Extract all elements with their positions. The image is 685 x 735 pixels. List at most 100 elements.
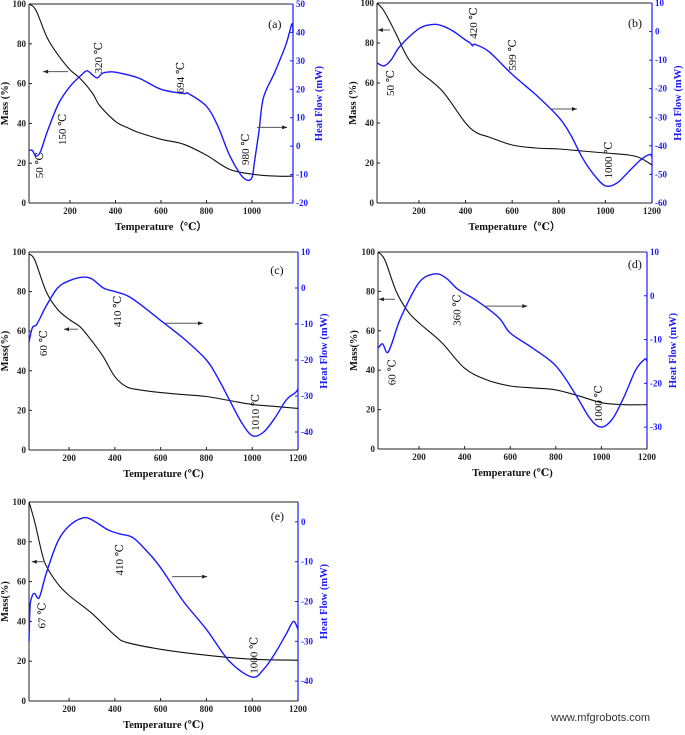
left-arrowhead-icon [31, 559, 37, 564]
mass-curve [377, 251, 648, 406]
left-y-tick-label: 60 [365, 78, 375, 88]
peak-annotation: 694 ℃ [175, 62, 187, 94]
peak-annotation: 420 ℃ [468, 7, 480, 39]
right-y-tick-label: 0 [301, 517, 306, 527]
right-y-tick-label: 0 [655, 27, 660, 37]
x-tick-label: 1200 [289, 453, 308, 463]
left-y-axis-label: Mass (%) [0, 81, 11, 125]
x-axis-label: Temperature（℃） [115, 220, 207, 233]
right-y-tick-label: -40 [301, 676, 313, 686]
x-tick-label: 1000 [592, 452, 611, 462]
right-y-tick-label: -20 [650, 378, 662, 388]
x-tick-label: 200 [62, 704, 76, 714]
x-tick-label: 600 [505, 206, 519, 216]
right-y-axis-label: Heat Flow (mW) [319, 563, 330, 639]
left-y-tick-label: 60 [366, 326, 376, 336]
x-tick-label: 1200 [638, 452, 657, 462]
x-tick-label: 800 [552, 206, 566, 216]
x-tick-label: 400 [459, 206, 473, 216]
x-tick-label: 600 [154, 704, 168, 714]
left-arrowhead-icon [43, 69, 49, 74]
right-y-tick-label: -60 [655, 198, 667, 208]
x-tick-label: 1200 [643, 206, 662, 216]
right-y-tick-label: 10 [296, 113, 306, 123]
right-y-tick-label: -10 [296, 170, 308, 180]
panel-d: 200 400 600 800 1000 1200020406080100-30-20-1… [349, 247, 679, 479]
right-arrowhead-icon [571, 107, 577, 111]
left-y-tick-label: 20 [17, 656, 27, 666]
left-y-tick-label: 0 [22, 445, 27, 455]
right-y-tick-label: -10 [301, 319, 313, 329]
right-y-tick-label: 40 [296, 27, 306, 37]
peak-annotation: 360 ℃ [451, 294, 463, 326]
mass-curve [28, 501, 299, 661]
panel-label: (b) [628, 16, 642, 30]
left-y-tick-label: 100 [13, 497, 27, 507]
right-y-axis-label: Heat Flow (mW) [673, 65, 684, 141]
x-tick-label: 800 [549, 452, 563, 462]
peak-annotation: 1000 ℃ [593, 385, 605, 422]
right-y-tick-label: -30 [650, 422, 662, 432]
left-y-tick-label: 100 [362, 247, 376, 257]
x-tick-label: 800 [200, 206, 214, 216]
heat-flow-curve [28, 276, 299, 437]
peak-annotation: 1000 ℃ [603, 141, 615, 178]
peak-annotation: 60 ℃ [38, 330, 50, 356]
right-y-tick-label: -20 [296, 198, 308, 208]
x-axis-label: Temperature (℃) [123, 720, 204, 731]
left-y-axis-label: Mass(%) [0, 330, 11, 371]
left-y-tick-label: 0 [371, 444, 376, 454]
left-y-tick-label: 80 [365, 38, 375, 48]
right-y-axis-label: Heat Flow (mW) [314, 65, 325, 141]
left-y-tick-label: 0 [22, 696, 27, 706]
peak-annotation: 410 ℃ [114, 544, 126, 576]
left-y-axis-label: Mass(%) [349, 330, 360, 371]
right-y-tick-label: -10 [301, 557, 313, 567]
right-y-tick-label: -40 [655, 141, 667, 151]
left-y-tick-label: 80 [17, 537, 27, 547]
right-y-tick-label: 30 [296, 56, 306, 66]
left-y-tick-label: 20 [366, 405, 376, 415]
left-y-axis-label: Mass(%) [0, 581, 11, 622]
right-y-axis-label: Heat Flow (mW) [319, 313, 330, 389]
x-tick-label: 800 [200, 453, 214, 463]
right-y-tick-label: -30 [301, 391, 313, 401]
right-y-tick-label: -30 [301, 636, 313, 646]
left-y-tick-label: 80 [17, 39, 27, 49]
x-tick-label: 200 [62, 453, 76, 463]
right-arrowhead-icon [282, 125, 288, 130]
left-y-tick-label: 40 [366, 365, 376, 375]
x-tick-label: 800 [200, 704, 214, 714]
x-axis-label: Temperature (℃) [472, 468, 553, 479]
x-tick-label: 400 [108, 453, 122, 463]
panel-label: (e) [271, 509, 284, 523]
peak-annotation: 980 ℃ [240, 133, 252, 165]
right-y-tick-label: 0 [650, 291, 655, 301]
x-tick-label: 600 [503, 452, 517, 462]
right-arrowhead-icon [522, 304, 528, 309]
left-y-tick-label: 20 [17, 158, 27, 168]
x-tick-label: 1000 [243, 453, 262, 463]
left-y-tick-label: 20 [365, 158, 375, 168]
left-y-tick-label: 20 [17, 405, 27, 415]
right-y-axis-label: Heat Flow (mW) [668, 312, 679, 388]
right-y-tick-label: 10 [301, 247, 311, 257]
peak-annotation: 1010 ℃ [250, 394, 262, 431]
left-y-tick-label: 40 [17, 118, 27, 128]
left-y-tick-label: 0 [22, 198, 27, 208]
panel-e: 200 400 600 800 1000 1200 0 20 40 60 80 100 -40 -30 -2… [0, 497, 330, 731]
panel-c: 200 400 600 800 1000 1200020406080100-40-30-2… [0, 247, 330, 480]
peak-annotation: 60 ℃ [387, 359, 399, 385]
mass-curve [28, 253, 299, 409]
peak-annotation: 50 ℃ [34, 152, 46, 178]
panel-label: (c) [270, 263, 283, 277]
x-tick-label: 400 [108, 704, 122, 714]
right-y-tick-label: 10 [650, 247, 660, 257]
left-y-axis-label: Mass (%) [348, 81, 359, 125]
panel-b: 200 400 600 800 1000 1200020406080100-60-50-4… [348, 0, 684, 233]
x-tick-label: 1000 [243, 206, 262, 216]
heat-flow-curve [377, 273, 648, 428]
x-tick-label: 400 [458, 452, 472, 462]
right-y-tick-label: -10 [650, 335, 662, 345]
